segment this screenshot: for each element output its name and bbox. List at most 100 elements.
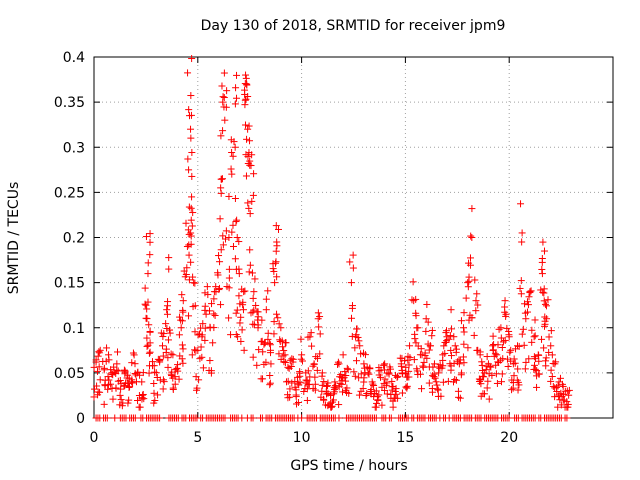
data-point	[267, 360, 275, 368]
data-point	[347, 279, 355, 287]
data-point	[483, 384, 491, 392]
data-point	[374, 396, 382, 404]
data-point	[241, 90, 249, 98]
data-point	[326, 391, 334, 399]
data-point	[272, 222, 280, 230]
data-point	[349, 264, 357, 272]
data-point	[235, 238, 243, 246]
data-point	[544, 296, 552, 304]
data-point	[472, 307, 480, 315]
data-point	[318, 372, 326, 380]
data-point	[211, 311, 219, 319]
data-point	[201, 336, 209, 344]
data-point	[310, 360, 318, 368]
y-tick-label: 0	[76, 411, 85, 427]
data-point	[460, 359, 468, 367]
data-point	[95, 363, 103, 371]
data-point	[210, 310, 218, 318]
data-point	[145, 369, 153, 377]
data-point	[352, 357, 360, 365]
data-point	[235, 292, 243, 300]
data-point	[143, 342, 151, 350]
data-point	[191, 279, 199, 287]
data-point	[237, 313, 245, 321]
data-point	[179, 345, 187, 353]
data-point	[522, 358, 530, 366]
data-point	[311, 380, 319, 388]
data-point	[273, 242, 281, 250]
data-point	[433, 385, 441, 393]
data-point	[187, 204, 195, 212]
data-point	[300, 387, 308, 395]
data-point	[338, 388, 346, 396]
data-point	[483, 362, 491, 370]
data-point	[394, 394, 402, 402]
data-point	[279, 352, 287, 360]
data-point	[419, 362, 427, 370]
data-point	[464, 279, 472, 287]
data-point	[383, 390, 391, 398]
data-point	[335, 414, 343, 422]
data-point	[250, 170, 258, 178]
data-point	[174, 361, 182, 369]
data-point	[185, 203, 193, 211]
data-point	[159, 333, 167, 341]
data-point	[447, 346, 455, 354]
data-point	[233, 216, 241, 224]
data-point	[183, 243, 191, 251]
data-point	[425, 379, 433, 387]
data-point	[491, 350, 499, 358]
data-point	[154, 391, 162, 399]
data-point	[286, 385, 294, 393]
data-point	[225, 265, 233, 273]
data-point	[233, 306, 241, 314]
data-point	[90, 363, 98, 371]
data-point	[227, 165, 235, 173]
data-point	[503, 324, 511, 332]
data-point	[435, 363, 443, 371]
data-point	[303, 396, 311, 404]
data-point	[162, 320, 170, 328]
data-point	[501, 303, 509, 311]
data-point	[159, 342, 167, 350]
data-point	[198, 353, 206, 361]
data-point	[344, 366, 352, 374]
data-point	[501, 336, 509, 344]
data-point	[287, 363, 295, 371]
data-point	[208, 300, 216, 308]
data-point	[244, 153, 252, 161]
data-point	[159, 385, 167, 393]
data-point	[266, 381, 274, 389]
data-point	[143, 334, 151, 342]
data-point	[100, 400, 108, 408]
data-point	[519, 325, 527, 333]
data-point	[187, 216, 195, 224]
data-point	[165, 254, 173, 262]
data-point	[535, 351, 543, 359]
data-point	[232, 218, 240, 226]
data-point	[279, 343, 287, 351]
data-point	[483, 353, 491, 361]
data-point	[297, 355, 305, 363]
data-point	[171, 380, 179, 388]
x-tick-label: 15	[396, 430, 414, 446]
data-point	[188, 193, 196, 201]
data-point	[172, 366, 180, 374]
y-tick-label: 0.3	[63, 140, 85, 156]
data-point	[234, 333, 242, 341]
data-point	[508, 386, 516, 394]
data-point	[452, 348, 460, 356]
data-point	[406, 354, 414, 362]
data-point	[517, 277, 525, 285]
data-point	[288, 379, 296, 387]
data-point	[542, 302, 550, 310]
data-point	[428, 332, 436, 340]
data-point	[275, 350, 283, 358]
data-point	[179, 306, 187, 314]
data-point	[391, 387, 399, 395]
data-point	[535, 357, 543, 365]
data-point	[229, 242, 237, 250]
data-point	[430, 373, 438, 381]
data-point	[185, 166, 193, 174]
data-point	[145, 321, 153, 329]
